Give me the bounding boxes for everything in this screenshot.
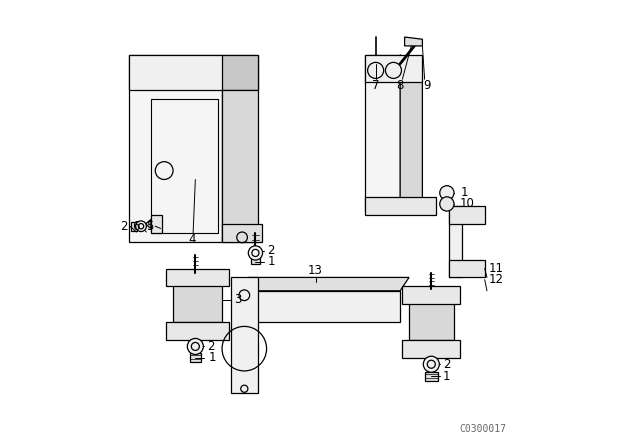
Text: 3: 3 [234, 293, 241, 306]
Circle shape [440, 197, 454, 211]
Polygon shape [404, 37, 422, 46]
Polygon shape [400, 55, 422, 211]
Text: 1: 1 [209, 351, 216, 364]
Text: 4: 4 [188, 233, 196, 246]
Polygon shape [365, 197, 436, 215]
Text: 2: 2 [443, 358, 451, 371]
Text: 13: 13 [308, 264, 323, 277]
Polygon shape [365, 55, 422, 82]
Polygon shape [240, 277, 409, 291]
Polygon shape [240, 291, 400, 322]
Polygon shape [129, 55, 222, 242]
Polygon shape [424, 372, 438, 381]
Text: 2: 2 [268, 244, 275, 257]
Text: C0300017: C0300017 [459, 424, 506, 434]
Polygon shape [145, 220, 151, 228]
Text: 6: 6 [132, 220, 140, 233]
Text: 2: 2 [207, 340, 214, 353]
Polygon shape [365, 55, 400, 211]
Polygon shape [403, 286, 460, 304]
Circle shape [248, 246, 262, 260]
Polygon shape [409, 300, 454, 340]
Text: 2: 2 [120, 220, 128, 233]
Text: 5: 5 [146, 220, 154, 233]
Polygon shape [129, 55, 258, 90]
Text: 1: 1 [268, 255, 275, 268]
Polygon shape [231, 277, 258, 393]
Text: 1: 1 [443, 370, 451, 383]
Polygon shape [222, 90, 258, 242]
Polygon shape [166, 268, 228, 286]
Circle shape [136, 221, 147, 232]
Polygon shape [449, 206, 484, 224]
Polygon shape [449, 206, 463, 277]
Polygon shape [403, 340, 460, 358]
Polygon shape [173, 282, 222, 322]
Polygon shape [251, 258, 260, 264]
Polygon shape [166, 322, 228, 340]
Text: 7: 7 [372, 79, 380, 92]
Text: 8: 8 [396, 79, 404, 92]
Polygon shape [131, 222, 138, 231]
Polygon shape [222, 55, 258, 90]
Polygon shape [189, 353, 201, 362]
Polygon shape [222, 224, 262, 242]
Text: 9: 9 [423, 79, 431, 92]
Text: 11: 11 [488, 262, 504, 275]
Polygon shape [151, 215, 162, 233]
Polygon shape [449, 260, 484, 277]
Text: 1: 1 [461, 186, 468, 199]
Text: 12: 12 [488, 273, 504, 286]
Circle shape [188, 338, 204, 354]
Circle shape [440, 186, 454, 200]
Text: 10: 10 [460, 198, 474, 211]
Circle shape [423, 356, 439, 372]
